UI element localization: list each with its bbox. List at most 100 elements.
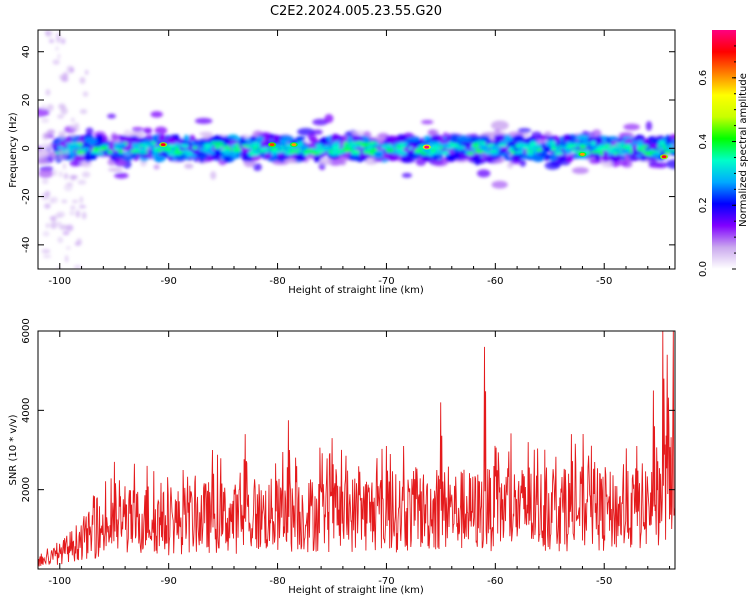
spectrogram-cell <box>351 130 367 136</box>
spectrogram-cell <box>253 163 262 172</box>
spectrogram-cell <box>82 91 89 97</box>
spectrogram-cell <box>255 135 265 143</box>
spectrogram-cell <box>565 155 574 162</box>
spectrogram-cell <box>478 135 491 143</box>
spectrogram-cell <box>385 148 395 153</box>
snr-xtick-label: -90 <box>160 576 176 587</box>
spectrogram-cell <box>222 145 230 148</box>
spectrogram-cell <box>181 149 191 154</box>
spectrogram-cell <box>223 154 231 163</box>
spectrogram-cell <box>571 149 577 152</box>
spectrogram-cell <box>401 172 413 178</box>
spectrogram-cell <box>407 136 420 142</box>
spectrogram-cell <box>184 163 194 169</box>
spectrogram-cell <box>456 145 466 150</box>
spectrogram-cell <box>41 118 50 124</box>
spectrogram-cell <box>57 149 65 157</box>
spectrogram-cell <box>70 205 76 211</box>
spectrogram-cell <box>142 142 147 148</box>
spectrogram-cell <box>69 210 75 216</box>
spectrogram-cell <box>398 142 408 147</box>
spectrogram-cell <box>198 147 203 152</box>
spectrogram-cell <box>60 107 68 115</box>
spectrogram-cell <box>80 153 85 157</box>
spectrogram-cell <box>38 108 50 117</box>
spectrogram-cell <box>75 210 81 218</box>
spectrogram-cell <box>75 265 83 269</box>
spectrogram-cell <box>295 136 306 141</box>
spectrogram-cell <box>623 123 641 131</box>
spectrogram-cell <box>131 127 144 132</box>
spectrogram-cell <box>659 144 664 150</box>
spectrogram-cell <box>166 144 177 148</box>
spectrogram-cell <box>619 160 629 166</box>
spectrogram-cell <box>79 76 86 84</box>
spectrogram-cell <box>350 149 361 155</box>
spectrogram-cell <box>271 149 281 153</box>
spectrogram-cell <box>524 137 533 144</box>
spectrogram-cell <box>533 145 542 149</box>
spectrogram-cell <box>79 196 84 204</box>
spectrogram-cell <box>116 142 126 148</box>
snr-series-line <box>38 331 675 567</box>
spectrogram-cell <box>413 153 419 160</box>
spectrogram-cell <box>360 142 370 148</box>
spectrogram-cell <box>69 159 81 167</box>
spectrogram-cell <box>130 152 138 159</box>
spectrogram-cell <box>235 143 240 148</box>
spectrogram-cell <box>434 142 441 146</box>
spectrogram-cell <box>615 142 622 146</box>
spectrogram-cell <box>313 154 321 163</box>
spectrogram-cell <box>466 151 475 156</box>
spectrogram-cell <box>349 143 358 148</box>
spectrogram-cell <box>509 146 514 152</box>
spectrogram-cell <box>591 152 600 157</box>
spectrogram-cell <box>79 109 88 114</box>
spectrogram-cell <box>439 145 444 150</box>
spectrogram-cell <box>386 154 399 162</box>
spectrogram-cell <box>312 129 323 135</box>
spectrogram-cell <box>490 145 501 150</box>
spectrogram-cell <box>336 149 344 154</box>
spectrogram-cell <box>84 153 92 163</box>
spectrogram-cell <box>81 171 91 178</box>
spectrogram-cell <box>84 69 89 75</box>
spectrogram-cell <box>490 120 509 131</box>
spectrogram-hotspot <box>424 145 430 149</box>
spectrogram-cell <box>150 111 163 118</box>
snr-ticks: -100 -90 -80 -70 -60 -50 2000 4000 6000 <box>21 318 675 587</box>
snr-frame <box>37 330 676 570</box>
spectrogram-cell <box>46 103 54 112</box>
spectrogram-cell <box>90 152 97 160</box>
spectrogram-cell <box>339 155 347 166</box>
spectrogram-cell <box>71 199 79 204</box>
spectrogram-cell <box>521 144 528 148</box>
spectrogram-cell <box>382 152 389 160</box>
spectrogram-cell <box>44 190 51 197</box>
spectrogram-cell <box>590 150 601 154</box>
spectrogram-cell <box>55 46 59 51</box>
spectrogram-cell <box>77 179 87 185</box>
spectrogram-cell <box>428 129 437 136</box>
spectrogram-cell <box>211 155 220 160</box>
spectrogram-cell <box>451 143 459 148</box>
spectrogram-cell <box>445 153 457 162</box>
snr-ylabel: SNR (10 * v/v) <box>8 414 19 485</box>
snr-xtick-label: -60 <box>487 576 503 587</box>
spectrogram-cell <box>491 180 508 189</box>
spectrogram-cell <box>664 150 670 155</box>
spectrogram-ytick-label: 20 <box>21 94 32 107</box>
spectrogram-cell <box>312 118 329 126</box>
spectrogram-cell <box>41 178 49 185</box>
spectrogram-cell <box>78 204 87 209</box>
spectrogram-cell <box>153 155 166 162</box>
spectrogram-cell <box>192 146 198 150</box>
spectrogram-hotspot <box>160 143 166 147</box>
spectrogram-cell <box>38 169 54 179</box>
spectrogram-cell <box>138 147 147 154</box>
spectrogram-cell <box>57 236 64 244</box>
spectrogram-xtick-label: -100 <box>48 276 71 287</box>
spectrogram-cell <box>84 137 95 143</box>
spectrogram-cell <box>118 148 123 154</box>
spectrogram-cell <box>319 138 326 146</box>
